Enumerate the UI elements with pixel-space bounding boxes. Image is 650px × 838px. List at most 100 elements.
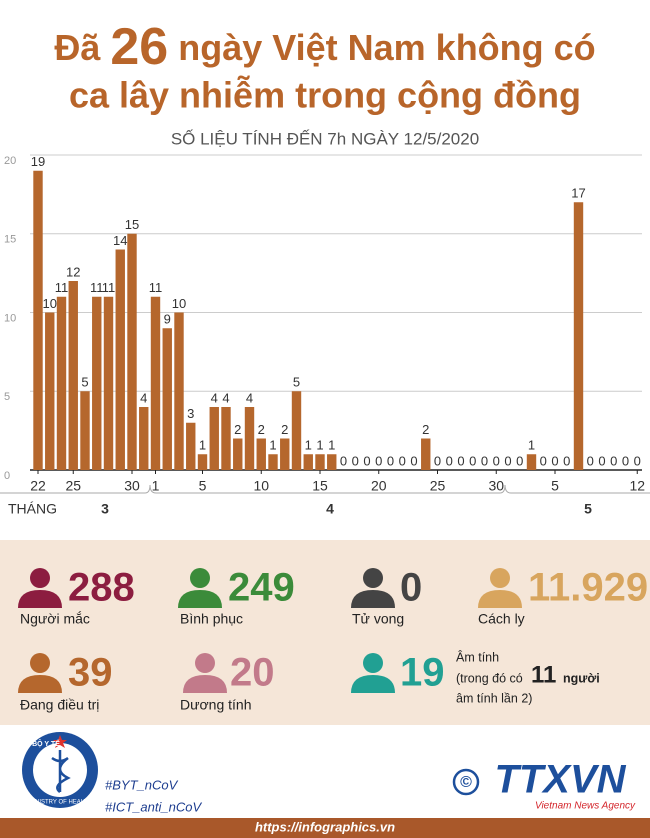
person-icon-head bbox=[195, 653, 215, 673]
value-label: 11 bbox=[149, 280, 163, 295]
x-tick-label: 30 bbox=[124, 478, 140, 494]
logo-star bbox=[53, 735, 67, 748]
logo-top-text: BỘ Y TẾ bbox=[32, 738, 60, 748]
bar bbox=[209, 407, 219, 470]
bar bbox=[139, 407, 149, 470]
value-label: 0 bbox=[622, 453, 629, 468]
stat-number: 288 bbox=[68, 566, 135, 610]
stat-label: Dương tính bbox=[180, 697, 251, 713]
bar bbox=[327, 454, 337, 470]
bar bbox=[280, 438, 290, 470]
bar bbox=[68, 281, 78, 470]
x-tick-label: 5 bbox=[551, 478, 559, 494]
bar bbox=[526, 454, 537, 470]
value-label: 4 bbox=[222, 390, 229, 405]
person-icon-body bbox=[183, 675, 227, 693]
bar bbox=[315, 454, 325, 470]
value-label: 2 bbox=[234, 422, 241, 437]
person-icon-body bbox=[178, 590, 222, 608]
value-label: 12 bbox=[66, 264, 80, 279]
stat-note: (trong đó có bbox=[456, 671, 523, 685]
agency-logo: TTXVN bbox=[494, 758, 626, 802]
bar bbox=[150, 296, 161, 470]
stat-number: 39 bbox=[68, 651, 113, 695]
footer-band bbox=[0, 818, 650, 838]
bar bbox=[162, 328, 172, 470]
person-icon-body bbox=[351, 675, 395, 693]
value-label: 0 bbox=[481, 453, 488, 468]
person-icon-body bbox=[478, 590, 522, 608]
value-label: 1 bbox=[199, 438, 206, 453]
bar bbox=[573, 202, 584, 470]
stat-label: Âm tính bbox=[456, 649, 499, 664]
bar bbox=[33, 170, 43, 470]
x-tick-label: 5 bbox=[199, 478, 207, 494]
x-tick-label: 30 bbox=[488, 478, 504, 494]
value-label: 10 bbox=[172, 296, 186, 311]
bar bbox=[80, 391, 90, 470]
value-label: 1 bbox=[269, 438, 276, 453]
y-tick-label: 15 bbox=[4, 234, 16, 246]
person-icon-body bbox=[351, 590, 395, 608]
copyright-circle bbox=[452, 768, 480, 796]
value-label: 19 bbox=[31, 154, 45, 169]
stat-label: Bình phục bbox=[180, 611, 243, 627]
value-label: 11 bbox=[55, 280, 69, 295]
value-label: 0 bbox=[340, 453, 347, 468]
subtitle: SỐ LIỆU TÍNH ĐẾN 7h NGÀY 12/5/2020 bbox=[171, 128, 479, 148]
hashtag: #BYT_nCoV bbox=[105, 777, 179, 792]
value-label: 0 bbox=[493, 453, 500, 468]
agency-name: Vietnam News Agency bbox=[535, 801, 636, 812]
value-label: 0 bbox=[363, 453, 370, 468]
y-tick-label: 5 bbox=[4, 391, 10, 403]
stat-number: 11.929 bbox=[528, 566, 648, 610]
bar bbox=[256, 438, 266, 470]
copyright: © bbox=[460, 774, 472, 791]
person-icon-head bbox=[363, 653, 383, 673]
moh-logo: BỘ Y TẾ MINISTRY OF HEALTH bbox=[22, 732, 98, 808]
stat-number: 20 bbox=[230, 651, 275, 695]
stat-label: Người mắc bbox=[20, 611, 90, 627]
month-label: 5 bbox=[584, 501, 592, 517]
x-tick-label: 1 bbox=[152, 478, 160, 494]
title-number: 26 bbox=[110, 18, 168, 76]
title-post: ngày Việt Nam không có bbox=[178, 27, 595, 68]
value-label: 1 bbox=[316, 438, 323, 453]
person-icon-head bbox=[30, 653, 50, 673]
value-label: 0 bbox=[504, 453, 511, 468]
value-label: 0 bbox=[399, 453, 406, 468]
person-icon-head bbox=[190, 568, 210, 588]
bar bbox=[56, 296, 67, 470]
y-tick-label: 10 bbox=[4, 312, 16, 324]
value-label: 4 bbox=[140, 390, 147, 405]
month-label: 3 bbox=[101, 501, 109, 517]
bar bbox=[174, 312, 184, 470]
value-label: 4 bbox=[246, 390, 253, 405]
x-tick-label: 15 bbox=[312, 478, 328, 494]
person-icon-body bbox=[18, 675, 62, 693]
title-line-1: Đã 26 ngày Việt Nam không có bbox=[54, 18, 595, 76]
bar bbox=[45, 312, 55, 470]
bar bbox=[186, 422, 196, 470]
month-separator bbox=[149, 484, 506, 494]
bar bbox=[127, 233, 137, 470]
value-label: 2 bbox=[422, 422, 429, 437]
bar bbox=[103, 296, 114, 470]
value-label: 0 bbox=[410, 453, 417, 468]
month-separator bbox=[504, 484, 650, 494]
bar bbox=[244, 407, 255, 470]
value-label: 0 bbox=[457, 453, 464, 468]
logo-bottom-text: MINISTRY OF HEALTH bbox=[28, 800, 91, 806]
value-label: 0 bbox=[352, 453, 359, 468]
x-tick-label: 20 bbox=[371, 478, 387, 494]
bar bbox=[115, 249, 125, 470]
value-label: 1 bbox=[328, 438, 335, 453]
stats-panel bbox=[0, 540, 650, 725]
person-icon-body bbox=[18, 590, 62, 608]
bar bbox=[291, 391, 302, 470]
value-label: 0 bbox=[516, 453, 523, 468]
bar bbox=[268, 454, 278, 470]
